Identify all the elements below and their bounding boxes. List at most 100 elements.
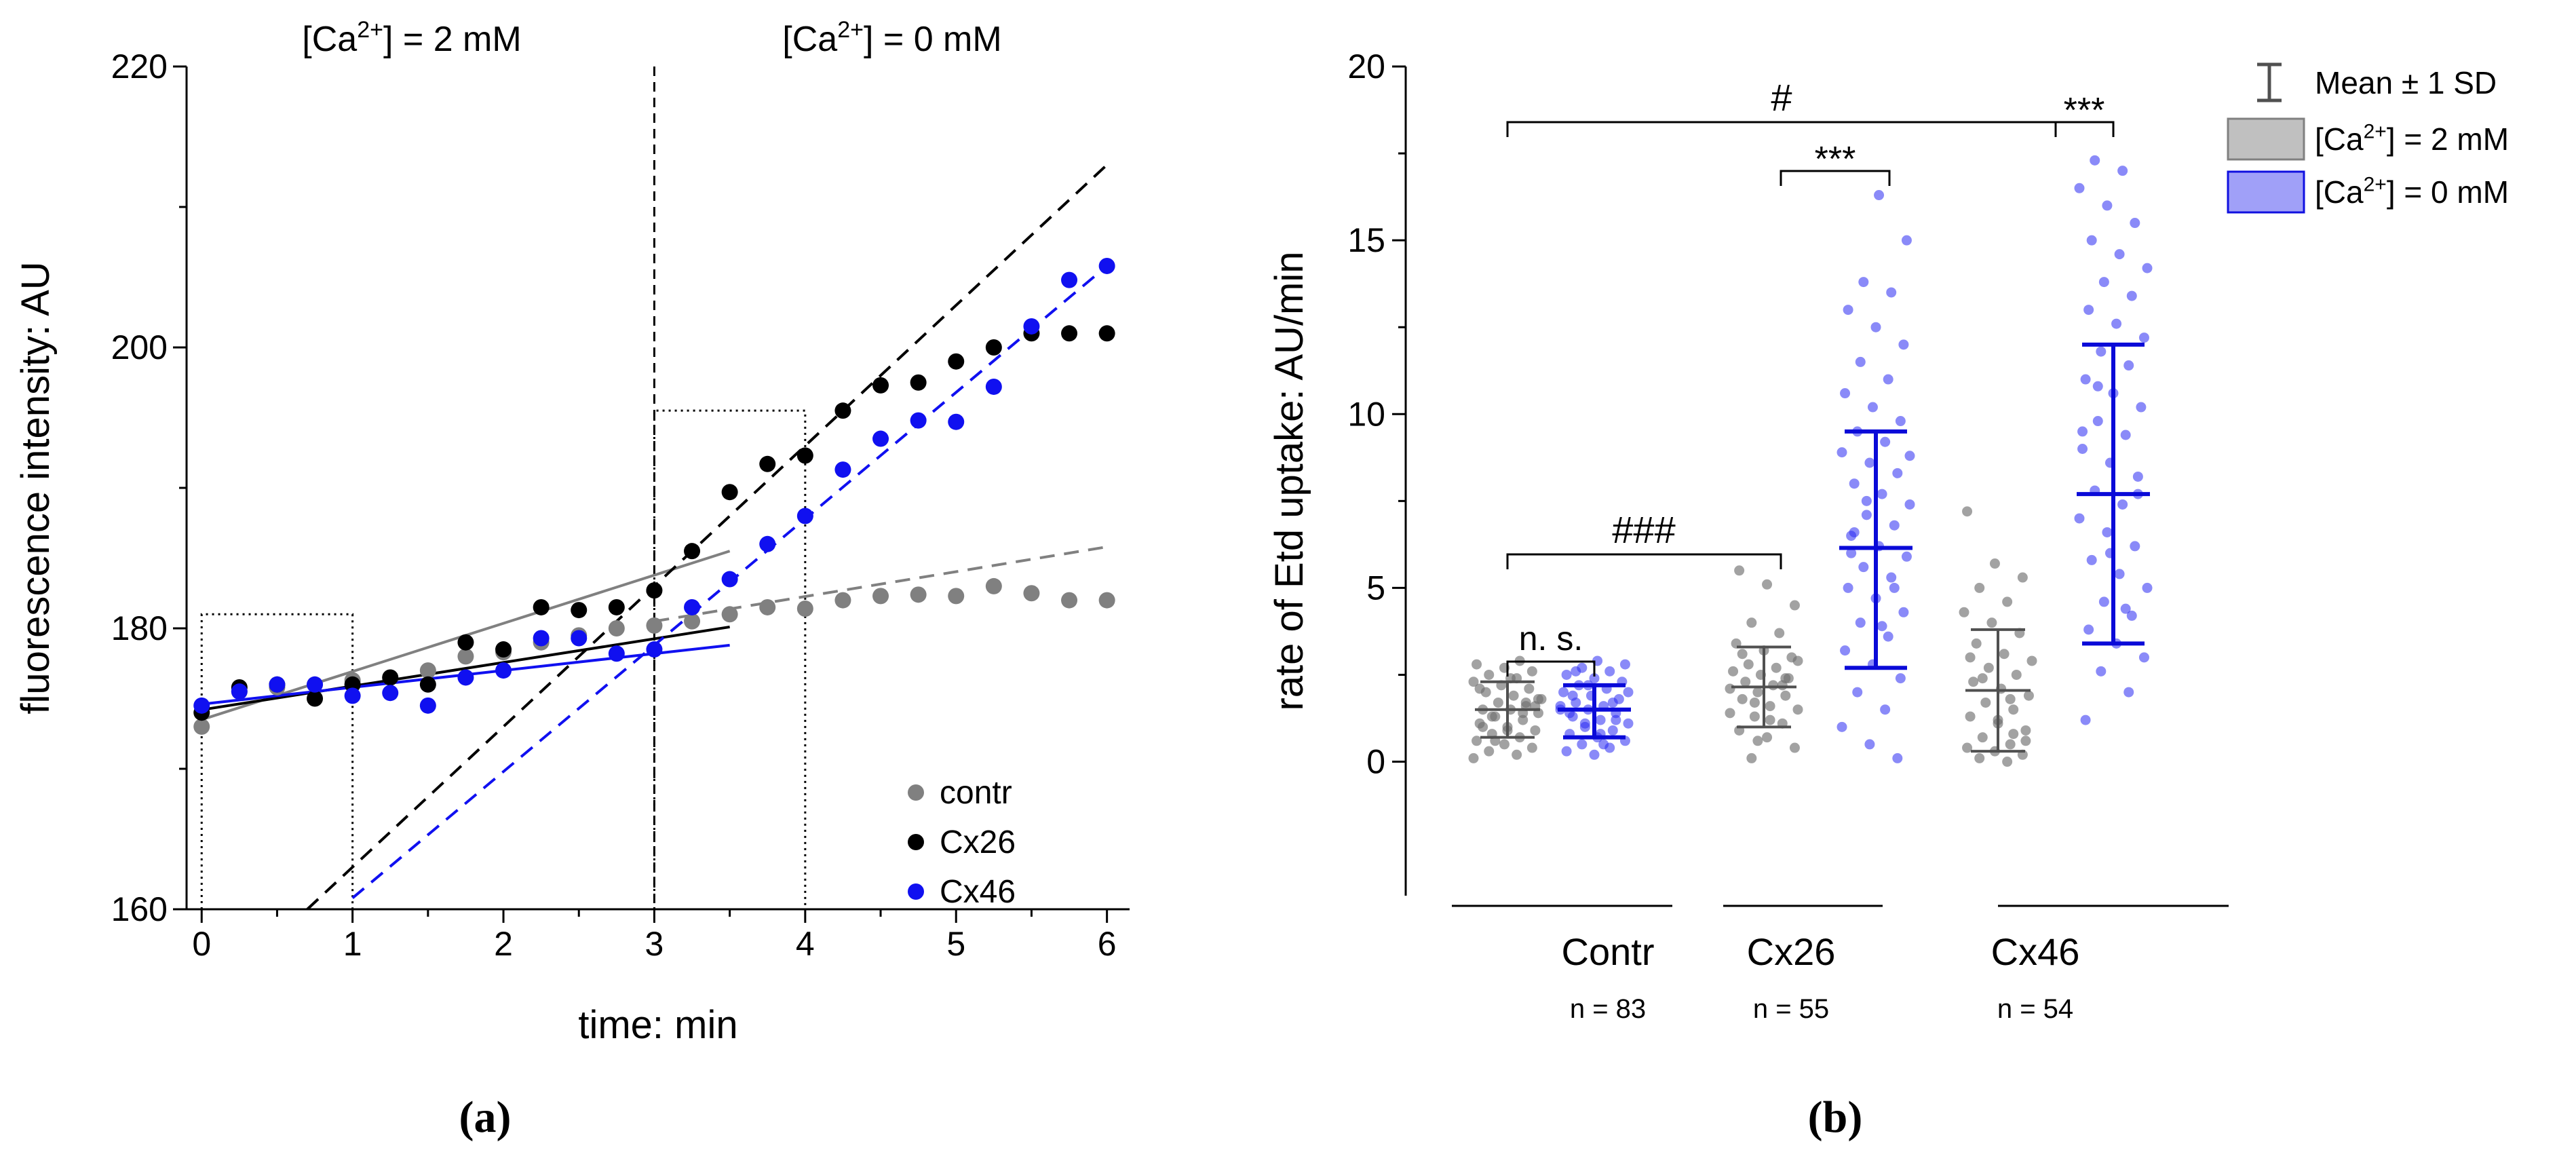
- data-point: [2102, 200, 2113, 211]
- data-point: [1743, 659, 1754, 670]
- data-point: [1472, 659, 1482, 670]
- data-point: [1849, 478, 1860, 489]
- legend-label-Cx46: Cx46: [940, 874, 1016, 910]
- data-point: [2114, 249, 2125, 260]
- data-point: [1877, 621, 1887, 632]
- data-point: [1474, 683, 1485, 694]
- data-point: [2074, 183, 2085, 193]
- data-point: [1858, 277, 1869, 288]
- data-point: [1579, 718, 1590, 729]
- data-point: [1858, 562, 1869, 573]
- data-point: [1792, 655, 1803, 666]
- data-point-Cx46: [457, 669, 474, 686]
- data-point: [1843, 582, 1853, 593]
- chart-b: 0 5 10 15 20 rate of Etd uptake: AU/min Contr n…: [1267, 47, 2509, 1142]
- data-point: [1895, 673, 1906, 684]
- data-point: [1780, 673, 1791, 684]
- data-point-Cx46: [269, 676, 286, 693]
- legend-item-label: [Ca2+] = 0 mM: [2315, 174, 2509, 210]
- data-point-Cx26: [834, 402, 851, 419]
- data-point-Cx46: [1098, 257, 1115, 274]
- data-point: [2138, 332, 2149, 343]
- data-point: [2114, 569, 2125, 579]
- data-point-Cx46: [495, 662, 512, 679]
- data-point: [2126, 290, 2137, 301]
- data-point: [1762, 732, 1773, 743]
- data-point-Cx46: [796, 508, 813, 525]
- data-point: [1740, 677, 1751, 687]
- data-point: [1974, 753, 1985, 763]
- y-tick-label: 15: [1347, 221, 1385, 259]
- data-point-contr: [1023, 585, 1040, 602]
- data-point: [1971, 638, 1982, 649]
- y-tick-label: 20: [1347, 47, 1385, 85]
- data-point: [1728, 666, 1739, 677]
- fit-line-early: [201, 625, 730, 712]
- data-point-Cx26: [419, 676, 436, 693]
- data-point: [1880, 436, 1891, 447]
- data-point: [2090, 155, 2100, 166]
- legend-marker-Cx26: [908, 834, 924, 850]
- data-point: [2096, 666, 2107, 677]
- data-point: [1577, 739, 1588, 750]
- data-point: [2020, 736, 2031, 746]
- data-point: [1870, 322, 1881, 332]
- data-point: [1619, 659, 1630, 670]
- data-point: [1883, 631, 1893, 642]
- data-point: [2002, 596, 2013, 607]
- data-point: [1989, 558, 2000, 569]
- data-point-Cx46: [759, 535, 776, 552]
- data-point: [1468, 753, 1479, 763]
- data-point-Cx46: [193, 697, 210, 714]
- data-point-contr: [759, 598, 776, 615]
- data-point: [1880, 704, 1891, 715]
- data-point-Cx46: [382, 685, 399, 702]
- data-point: [1598, 739, 1609, 750]
- data-point: [1472, 736, 1482, 746]
- data-point: [1898, 607, 1909, 617]
- legend-marker-contr: [908, 784, 924, 801]
- data-point: [2130, 541, 2140, 552]
- data-point: [1889, 582, 1900, 593]
- data-point-Cx46: [985, 378, 1002, 395]
- data-point: [1524, 683, 1535, 694]
- data-point: [1604, 666, 1615, 677]
- data-point: [2077, 426, 2088, 437]
- data-point-Cx46: [1061, 271, 1078, 288]
- data-point: [1852, 687, 1863, 698]
- data-point: [1530, 725, 1541, 736]
- data-point-Cx46: [834, 461, 851, 478]
- data-point-Cx26: [646, 582, 663, 599]
- significance-bracket: [1506, 660, 1596, 677]
- data-point: [2017, 572, 2028, 583]
- data-point-Cx26: [533, 598, 550, 615]
- data-point: [2132, 471, 2143, 482]
- x-tick-label: 5: [946, 925, 965, 963]
- n-label: n = 54: [1997, 994, 2073, 1024]
- x-tick-label: 4: [796, 925, 815, 963]
- data-point: [1749, 711, 1760, 722]
- data-point: [2136, 402, 2147, 413]
- data-point: [1737, 649, 1748, 660]
- data-point: [2092, 416, 2103, 427]
- data-point: [1792, 704, 1803, 715]
- data-point: [1558, 687, 1569, 698]
- data-point: [1904, 499, 1915, 510]
- data-point-Cx46: [872, 430, 889, 447]
- data-point: [1478, 721, 1488, 732]
- data-point: [1883, 374, 1893, 385]
- data-point: [2096, 346, 2107, 357]
- data-point: [1595, 715, 1606, 725]
- legend-label-contr: contr: [940, 775, 1012, 811]
- data-point: [1765, 715, 1775, 725]
- data-point: [1983, 662, 1994, 673]
- group-label: Contr: [1562, 930, 1655, 973]
- fit-line-late: [654, 545, 1107, 623]
- data-point: [2098, 277, 2109, 288]
- data-point: [1484, 746, 1495, 757]
- data-point: [1486, 711, 1497, 722]
- data-point: [2080, 374, 2091, 385]
- data-point: [1725, 683, 1735, 694]
- data-point-Cx46: [948, 413, 965, 430]
